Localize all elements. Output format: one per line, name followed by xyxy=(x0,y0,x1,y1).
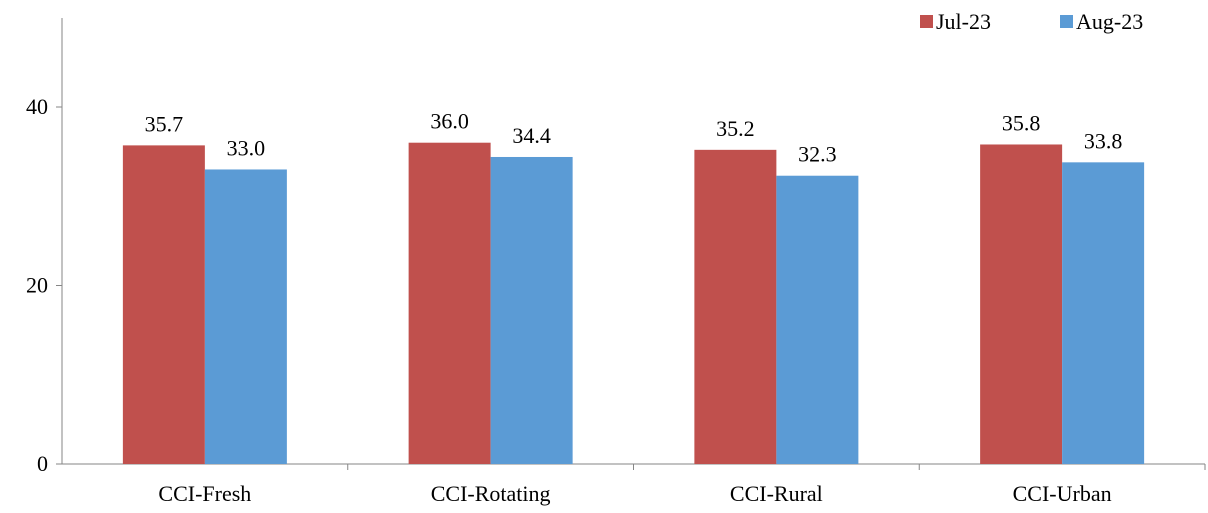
bar-jul-23-cci-rural xyxy=(694,149,777,464)
bar-aug-23-cci-fresh xyxy=(204,169,287,464)
legend-label: Aug-23 xyxy=(1076,9,1143,34)
axes: 0 20 40 CCI-Fresh CCI-Rotating CCI-Rural CCI-U… xyxy=(26,18,1206,506)
y-tick-label: 20 xyxy=(26,273,48,298)
legend: Jul-23 Aug-23 xyxy=(920,9,1143,34)
data-label: 33.8 xyxy=(1084,128,1123,153)
bar-aug-23-cci-rotating xyxy=(490,156,573,465)
legend-swatch xyxy=(920,15,933,28)
bar-jul-23-cci-fresh xyxy=(122,145,205,464)
x-category-label: CCI-Rotating xyxy=(431,481,551,506)
data-labels: 35.7 33.0 36.0 34.4 35.2 32.3 35.8 33.8 xyxy=(145,109,1123,167)
x-category-label: CCI-Rural xyxy=(730,481,823,506)
bar-aug-23-cci-rural xyxy=(776,175,859,464)
data-label: 35.2 xyxy=(716,116,755,141)
data-label: 35.7 xyxy=(145,111,184,136)
data-label: 33.0 xyxy=(227,135,266,160)
y-tick-label: 0 xyxy=(37,451,48,476)
x-category-label: CCI-Urban xyxy=(1013,481,1112,506)
bar-jul-23-cci-urban xyxy=(980,144,1063,465)
legend-swatch xyxy=(1060,15,1073,28)
bars xyxy=(122,142,1145,465)
y-tick-label: 40 xyxy=(26,94,48,119)
legend-label: Jul-23 xyxy=(936,9,991,34)
x-category-label: CCI-Fresh xyxy=(158,481,251,506)
bar-aug-23-cci-urban xyxy=(1062,162,1145,464)
data-label: 36.0 xyxy=(430,109,469,134)
bar-jul-23-cci-rotating xyxy=(408,142,491,464)
data-label: 32.3 xyxy=(798,142,837,167)
data-label: 34.4 xyxy=(512,123,551,148)
data-label: 35.8 xyxy=(1002,110,1041,135)
